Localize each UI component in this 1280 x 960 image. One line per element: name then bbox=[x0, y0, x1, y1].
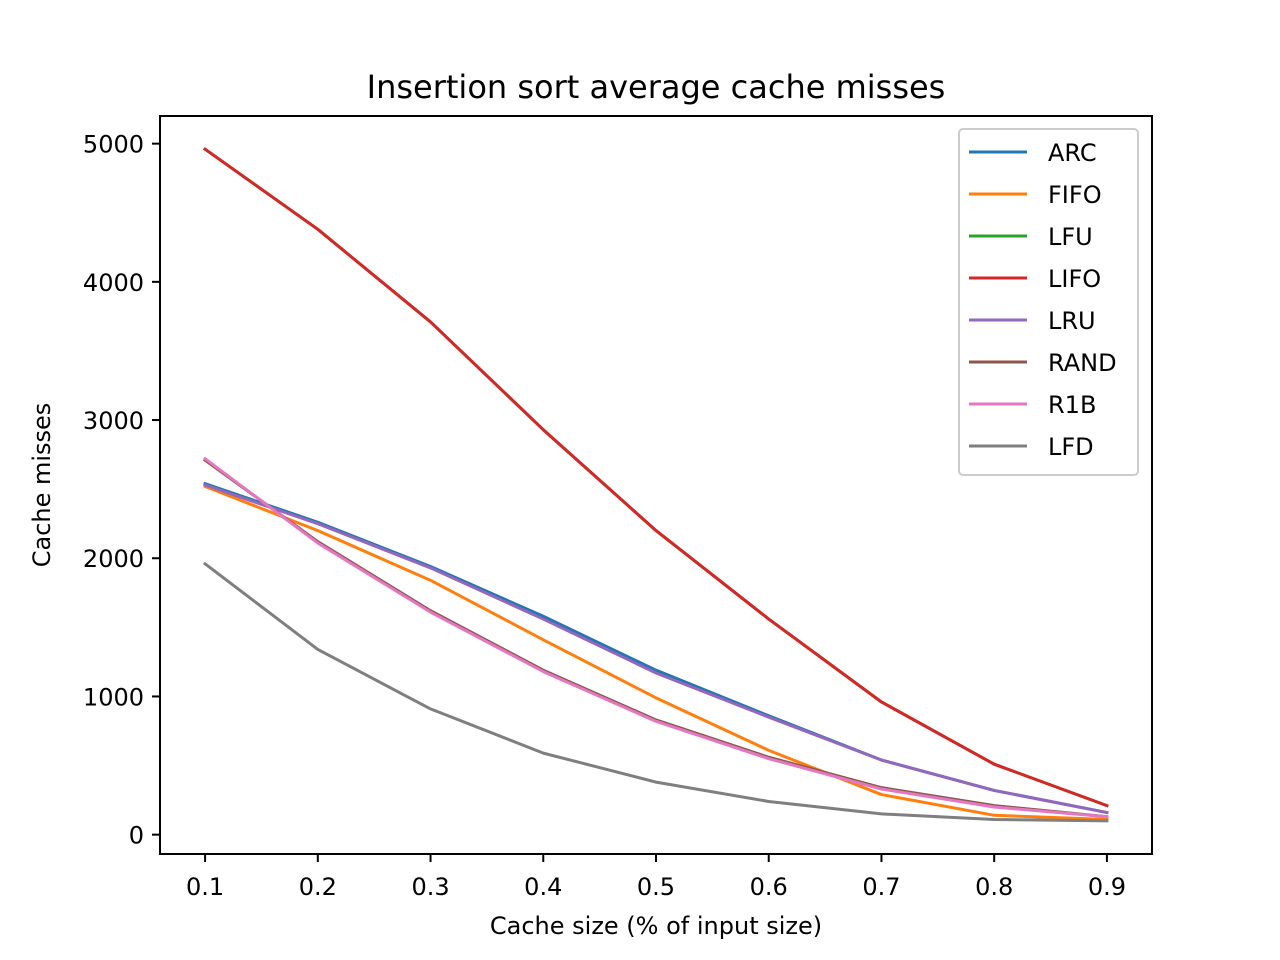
series-line-fifo bbox=[203, 484, 1109, 822]
legend: ARC FIFO LFU LIFO LRU RAND R1B LFD bbox=[958, 128, 1139, 476]
y-tick-label: 3000 bbox=[83, 407, 144, 435]
y-tick-label: 5000 bbox=[83, 131, 144, 159]
x-axis: 0.1 0.2 0.3 0.4 0.5 0.6 0.7 0.8 0.9 bbox=[186, 854, 1126, 901]
x-tick-label: 0.5 bbox=[637, 873, 675, 901]
chart-title: Insertion sort average cache misses bbox=[367, 68, 946, 106]
x-tick-label: 0.6 bbox=[750, 873, 788, 901]
legend-label: LFD bbox=[1048, 433, 1094, 461]
y-tick-label: 2000 bbox=[83, 545, 144, 573]
x-tick-label: 0.1 bbox=[186, 873, 224, 901]
series-line-r1b bbox=[202, 456, 1109, 819]
y-axis: 0 1000 2000 3000 4000 5000 bbox=[83, 131, 160, 850]
x-tick-label: 0.8 bbox=[975, 873, 1013, 901]
plot-lines bbox=[202, 147, 1109, 823]
x-tick-label: 0.9 bbox=[1088, 873, 1126, 901]
legend-label: LFU bbox=[1048, 223, 1093, 251]
series-line-lru bbox=[203, 483, 1109, 815]
legend-label: ARC bbox=[1048, 139, 1097, 167]
x-tick-label: 0.3 bbox=[411, 873, 449, 901]
x-tick-label: 0.4 bbox=[524, 873, 562, 901]
legend-label: FIFO bbox=[1048, 181, 1102, 209]
series-line-lfd bbox=[202, 561, 1109, 823]
x-axis-label: Cache size (% of input size) bbox=[490, 912, 822, 940]
series-line-lifo bbox=[202, 147, 1109, 808]
y-tick-label: 1000 bbox=[83, 683, 144, 711]
series-line-rand bbox=[202, 458, 1109, 819]
legend-label: LIFO bbox=[1048, 265, 1101, 293]
legend-label: LRU bbox=[1048, 307, 1096, 335]
y-axis-label: Cache misses bbox=[28, 403, 56, 568]
y-tick-label: 4000 bbox=[83, 269, 144, 297]
x-tick-label: 0.2 bbox=[299, 873, 337, 901]
legend-box bbox=[958, 128, 1139, 476]
legend-label: R1B bbox=[1048, 391, 1096, 419]
legend-label: RAND bbox=[1048, 349, 1117, 377]
x-tick-label: 0.7 bbox=[862, 873, 900, 901]
y-tick-label: 0 bbox=[129, 822, 144, 850]
